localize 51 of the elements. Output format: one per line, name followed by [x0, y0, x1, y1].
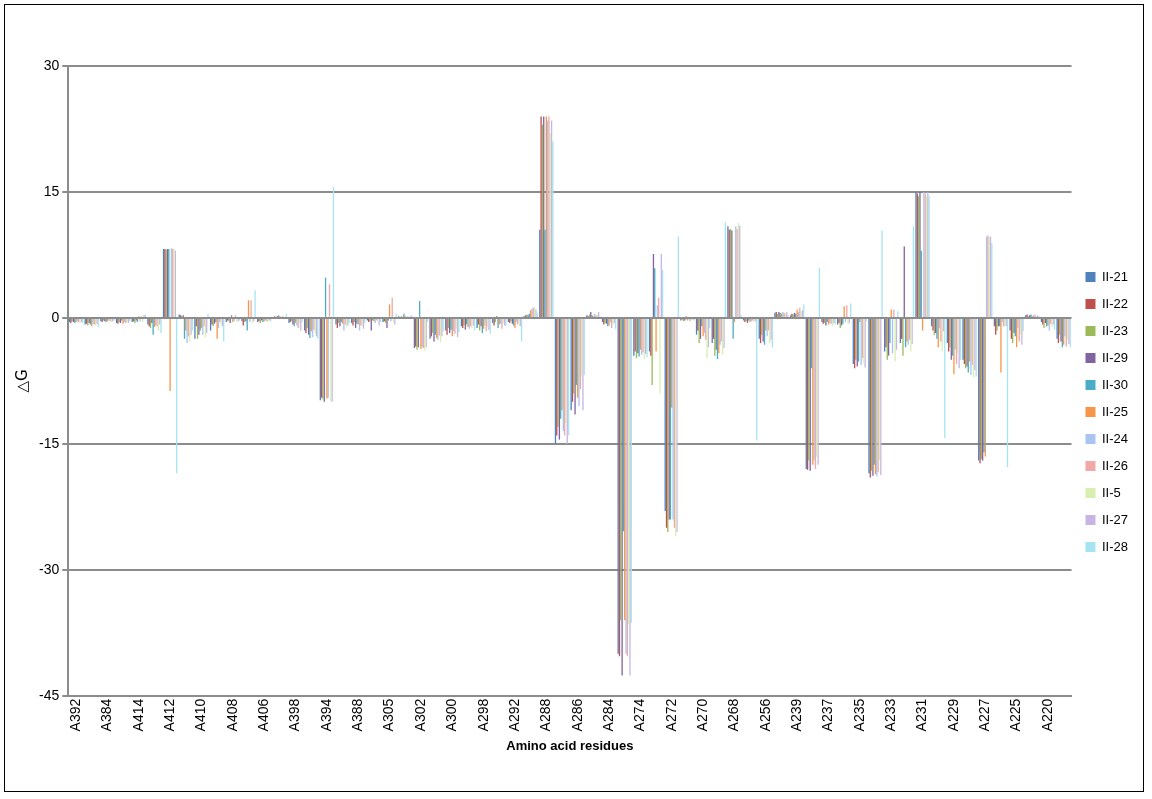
x-tick-label: A408: [223, 698, 240, 732]
x-tick-label: A225: [1007, 698, 1024, 732]
legend-label: II-21: [1101, 268, 1128, 284]
x-tick-label: A239: [788, 698, 805, 732]
x-tick-label: A231: [913, 698, 930, 732]
x-tick-label: A398: [286, 698, 303, 732]
y-axis-title: △G: [12, 369, 31, 393]
x-tick-label: A414: [129, 698, 146, 732]
legend-label: II-22: [1101, 295, 1128, 311]
y-tick-label: 15: [43, 182, 60, 199]
legend-label: II-25: [1101, 403, 1128, 419]
y-tick-label: -45: [39, 686, 60, 703]
y-tick-label: 0: [51, 308, 60, 325]
x-tick-label: A284: [599, 698, 616, 732]
x-tick-label: A410: [192, 698, 209, 732]
x-tick-label: A286: [568, 698, 585, 732]
x-tick-label: A270: [693, 698, 710, 732]
legend-label: II-5: [1101, 484, 1121, 500]
x-tick-label: A292: [505, 698, 522, 732]
legend-label: II-26: [1101, 457, 1128, 473]
x-tick-label: A220: [1038, 698, 1055, 732]
x-tick-label: A300: [443, 698, 460, 732]
legend-label: II-30: [1101, 376, 1128, 392]
x-tick-label: A272: [662, 698, 679, 732]
legend-label: II-24: [1101, 430, 1128, 446]
x-axis-title: Amino acid residues: [506, 737, 634, 753]
x-tick-label: A235: [850, 698, 867, 732]
x-tick-label: A237: [819, 698, 836, 732]
x-tick-label: A384: [98, 698, 115, 732]
x-tick-label: A305: [380, 698, 397, 732]
legend-label: II-23: [1101, 322, 1128, 338]
x-tick-label: A229: [944, 698, 961, 732]
legend-label: II-27: [1101, 511, 1128, 527]
x-tick-label: A392: [66, 698, 83, 732]
x-tick-label: A302: [411, 698, 428, 732]
x-tick-label: A388: [349, 698, 366, 732]
x-tick-label: A298: [474, 698, 491, 732]
x-tick-label: A274: [631, 698, 648, 732]
x-tick-label: A412: [160, 698, 177, 732]
x-tick-label: A288: [537, 698, 554, 732]
y-tick-label: -15: [39, 434, 60, 451]
x-tick-label: A406: [255, 698, 272, 732]
legend-label: II-28: [1101, 538, 1128, 554]
y-tick-label: 30: [43, 56, 60, 73]
x-tick-label: A394: [317, 698, 334, 732]
x-tick-label: A233: [882, 698, 899, 732]
x-tick-label: A256: [756, 698, 773, 732]
y-tick-label: -30: [39, 560, 60, 577]
x-tick-label: A227: [976, 698, 993, 732]
x-tick-label: A268: [725, 698, 742, 732]
legend-label: II-29: [1101, 349, 1128, 365]
